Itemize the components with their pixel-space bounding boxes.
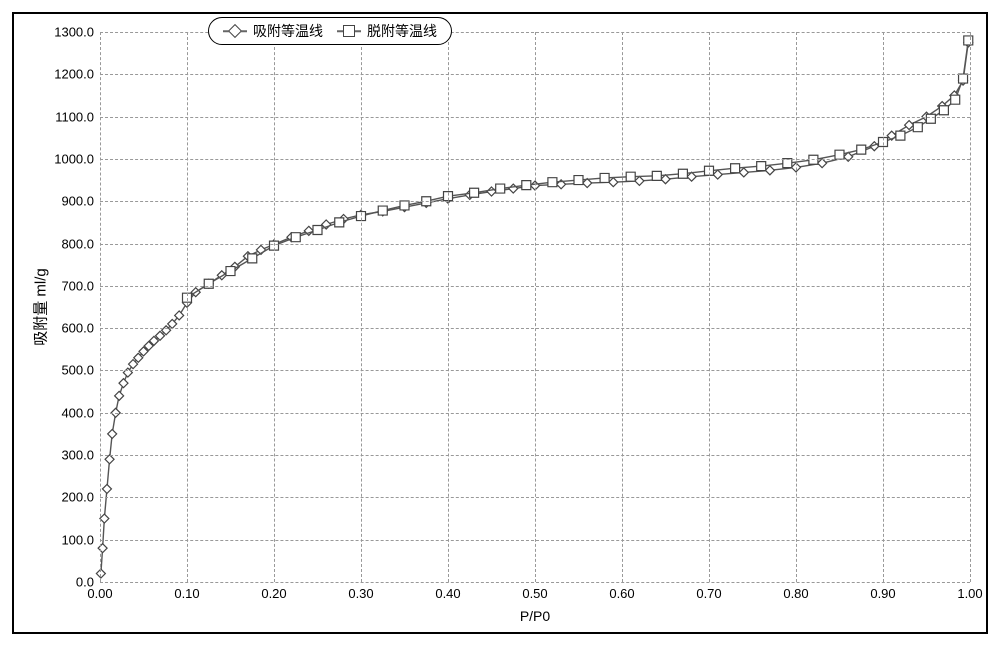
square-marker xyxy=(951,95,960,104)
diamond-marker xyxy=(108,429,117,438)
y-tick-label: 1100.0 xyxy=(55,109,94,124)
square-marker xyxy=(652,171,661,180)
y-tick-label: 1000.0 xyxy=(54,151,94,166)
y-tick-label: 1300.0 xyxy=(54,25,94,40)
chart-frame: 吸附量 ml/g P/P0 吸附等温线 脱附等温线 0.0100.0200.03… xyxy=(12,12,988,634)
square-marker xyxy=(248,254,257,263)
square-marker xyxy=(835,150,844,159)
x-tick-label: 0.60 xyxy=(609,586,634,601)
square-marker xyxy=(522,181,531,190)
diamond-marker xyxy=(905,121,914,130)
grid-line-v xyxy=(622,32,623,582)
square-marker xyxy=(964,36,973,45)
diamond-marker xyxy=(818,159,827,168)
square-marker xyxy=(757,162,766,171)
square-marker xyxy=(204,279,213,288)
grid-line-v xyxy=(535,32,536,582)
square-marker xyxy=(939,106,948,115)
x-tick-label: 0.20 xyxy=(261,586,286,601)
square-marker xyxy=(783,159,792,168)
x-tick-label: 0.10 xyxy=(174,586,199,601)
square-marker xyxy=(731,164,740,173)
square-marker xyxy=(313,226,322,235)
x-tick-label: 0.90 xyxy=(870,586,895,601)
y-tick-label: 700.0 xyxy=(61,278,94,293)
grid-line-v xyxy=(361,32,362,582)
square-marker xyxy=(926,114,935,123)
y-tick-label: 100.0 xyxy=(61,532,94,547)
y-tick-label: 800.0 xyxy=(61,236,94,251)
diamond-marker xyxy=(739,168,748,177)
series-line xyxy=(187,40,968,297)
square-marker xyxy=(470,188,479,197)
square-marker xyxy=(626,172,635,181)
square-marker xyxy=(574,176,583,185)
square-marker xyxy=(959,74,968,83)
diamond-marker-icon xyxy=(223,24,247,38)
y-tick-label: 200.0 xyxy=(61,490,94,505)
plot-area: 吸附量 ml/g P/P0 吸附等温线 脱附等温线 0.0100.0200.03… xyxy=(100,32,970,582)
y-tick-label: 900.0 xyxy=(61,194,94,209)
x-tick-label: 0.40 xyxy=(435,586,460,601)
legend-label: 吸附等温线 xyxy=(253,21,323,41)
diamond-marker xyxy=(713,170,722,179)
y-tick-label: 400.0 xyxy=(61,405,94,420)
square-marker xyxy=(600,173,609,182)
grid-line-v xyxy=(448,32,449,582)
x-tick-label: 1.00 xyxy=(957,586,982,601)
x-tick-label: 0.70 xyxy=(696,586,721,601)
x-tick-label: 0.50 xyxy=(522,586,547,601)
square-marker xyxy=(226,267,235,276)
grid-line-v xyxy=(796,32,797,582)
diamond-marker xyxy=(119,379,128,388)
legend-item-desorption: 脱附等温线 xyxy=(337,21,437,41)
y-tick-label: 1200.0 xyxy=(54,67,94,82)
grid-line-v xyxy=(187,32,188,582)
diamond-marker xyxy=(487,187,496,196)
diamond-marker xyxy=(765,166,774,175)
x-tick-label: 0.00 xyxy=(87,586,112,601)
y-tick-label: 500.0 xyxy=(61,363,94,378)
square-marker xyxy=(913,123,922,132)
square-marker xyxy=(548,178,557,187)
grid-line-v xyxy=(970,32,971,582)
grid-line-v xyxy=(274,32,275,582)
diamond-marker xyxy=(509,184,518,193)
y-tick-label: 300.0 xyxy=(61,448,94,463)
y-axis-title: 吸附量 ml/g xyxy=(30,268,51,346)
square-marker xyxy=(335,218,344,227)
x-axis-title: P/P0 xyxy=(520,608,550,624)
diamond-marker xyxy=(102,484,111,493)
diamond-marker xyxy=(609,178,618,187)
grid-line-h xyxy=(100,582,970,583)
diamond-marker xyxy=(105,455,114,464)
legend-item-adsorption: 吸附等温线 xyxy=(223,21,323,41)
legend-label: 脱附等温线 xyxy=(367,21,437,41)
square-marker xyxy=(857,145,866,154)
x-tick-label: 0.30 xyxy=(348,586,373,601)
square-marker xyxy=(378,206,387,215)
square-marker xyxy=(400,201,409,210)
diamond-marker xyxy=(115,391,124,400)
square-marker xyxy=(496,184,505,193)
x-tick-label: 0.80 xyxy=(783,586,808,601)
diamond-marker xyxy=(123,368,132,377)
square-marker xyxy=(896,131,905,140)
legend: 吸附等温线 脱附等温线 xyxy=(208,17,452,45)
grid-line-v xyxy=(883,32,884,582)
grid-line-v xyxy=(709,32,710,582)
y-tick-label: 600.0 xyxy=(61,321,94,336)
diamond-marker xyxy=(100,514,109,523)
square-marker xyxy=(291,233,300,242)
grid-line-v xyxy=(100,32,101,582)
square-marker xyxy=(678,169,687,178)
square-marker-icon xyxy=(337,24,361,38)
diamond-marker xyxy=(635,176,644,185)
